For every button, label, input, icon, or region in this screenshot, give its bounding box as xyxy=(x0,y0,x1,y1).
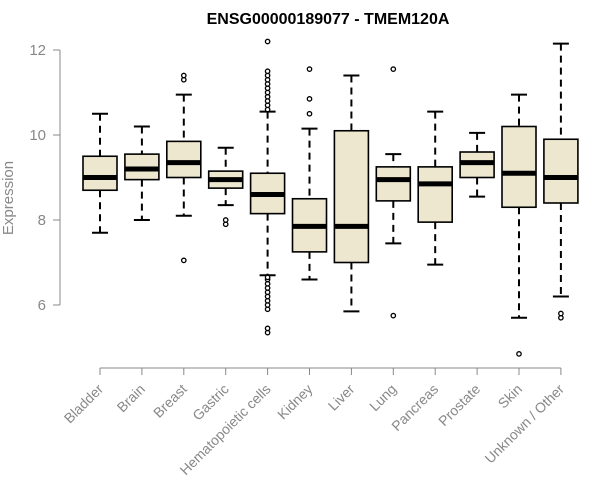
box-bladder xyxy=(82,112,118,234)
x-tick-label-liver: Liver xyxy=(325,381,358,414)
box-iqr xyxy=(543,138,579,204)
x-tick-label-pancreas: Pancreas xyxy=(388,381,441,434)
x-tick-label-kidney: Kidney xyxy=(274,381,316,423)
box-gastric xyxy=(207,146,244,228)
outlier-point xyxy=(264,68,271,75)
outlier-point xyxy=(516,351,522,357)
chart-title: ENSG00000189077 - TMEM120A xyxy=(207,11,450,28)
x-tick-label-brain: Brain xyxy=(114,381,148,415)
box-iqr xyxy=(333,129,370,264)
x-tick-label-skin: Skin xyxy=(495,381,526,412)
x-tick-label-prostate: Prostate xyxy=(435,381,483,429)
outlier-point xyxy=(264,38,271,45)
box-iqr xyxy=(417,166,454,223)
box-breast xyxy=(166,72,202,264)
x-tick-label-unknown-other: Unknown / Other xyxy=(481,381,567,467)
box-lung xyxy=(375,66,412,319)
box-iqr xyxy=(82,155,118,192)
box-brain xyxy=(124,125,160,221)
x-tick-label-bladder: Bladder xyxy=(61,381,107,427)
box-iqr xyxy=(166,140,202,179)
outlier-point xyxy=(306,96,313,102)
outlier-point xyxy=(306,66,313,72)
box-unknown-other xyxy=(543,42,579,321)
box-skin xyxy=(501,93,537,357)
outlier-point xyxy=(180,257,187,264)
outlier-point xyxy=(306,110,313,117)
box-kidney xyxy=(291,66,328,281)
y-tick-label: 8 xyxy=(38,212,46,229)
box-iqr xyxy=(375,166,412,202)
box-liver xyxy=(333,74,370,313)
y-tick-label: 6 xyxy=(38,297,46,314)
outlier-point xyxy=(558,310,564,317)
y-tick-label: 12 xyxy=(29,42,46,59)
box-series xyxy=(82,38,579,357)
outlier-point xyxy=(264,274,271,281)
box-hematopoietic-cells xyxy=(249,38,286,336)
outlier-point xyxy=(180,72,187,79)
outlier-point xyxy=(390,312,397,319)
y-axis: 6 8 10 12 xyxy=(29,42,61,314)
box-iqr xyxy=(501,125,537,209)
x-tick-label-lung: Lung xyxy=(366,381,399,414)
outlier-point xyxy=(222,217,229,223)
outlier-point xyxy=(390,66,397,72)
y-tick-label: 10 xyxy=(29,127,46,144)
outlier-point xyxy=(264,325,271,332)
box-pancreas xyxy=(417,110,454,266)
box-prostate xyxy=(459,131,495,198)
y-axis-label: Expression xyxy=(0,161,17,235)
x-tick-label-breast: Breast xyxy=(150,381,190,421)
